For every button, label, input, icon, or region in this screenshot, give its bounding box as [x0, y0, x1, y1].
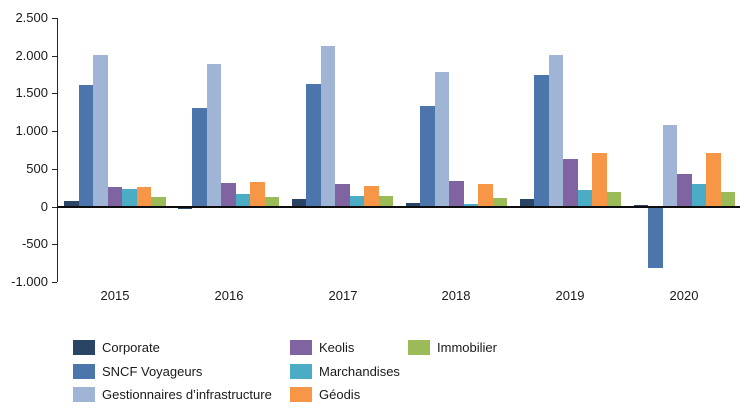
legend-label-marchandises: Marchandises: [319, 364, 400, 379]
legend-swatch-corporate: [73, 340, 95, 355]
bar-2018-geodis: [478, 184, 493, 207]
bar-2016-corporate: [178, 207, 192, 209]
bar-2019-geodis: [592, 153, 607, 207]
bar-2016-keolis: [221, 183, 236, 207]
y-axis-label: 2.500: [15, 10, 48, 25]
legend-label-corporate: Corporate: [102, 340, 160, 355]
bar-2015-immobilier: [151, 197, 166, 207]
legend-item-sncf-voyageurs: SNCF Voyageurs: [73, 364, 202, 379]
bar-2016-immobilier: [265, 197, 279, 207]
bar-2016-sncf-voyageurs: [192, 108, 207, 207]
legend-item-geodis: Géodis: [290, 387, 360, 402]
bar-2017-marchandises: [350, 196, 364, 207]
y-tick: [52, 282, 57, 283]
legend-label-immobilier: Immobilier: [437, 340, 497, 355]
bar-2017-corporate: [292, 199, 306, 207]
legend-swatch-marchandises: [290, 364, 312, 379]
bar-2017-sncf-voyageurs: [306, 84, 321, 207]
x-axis-label-2020: 2020: [669, 288, 699, 303]
bar-2016-gestionnaires-d-infrastructure: [207, 64, 221, 207]
legend-swatch-keolis: [290, 340, 312, 355]
y-axis-label: -500: [21, 236, 48, 251]
y-tick: [52, 207, 57, 208]
y-tick: [52, 93, 57, 94]
x-axis-label-2017: 2017: [328, 288, 358, 303]
y-tick: [52, 131, 57, 132]
x-axis-label-2018: 2018: [441, 288, 471, 303]
y-tick: [52, 169, 57, 170]
bar-2017-immobilier: [379, 196, 393, 207]
bar-2019-marchandises: [578, 190, 592, 207]
y-axis-label: 1.000: [15, 123, 48, 138]
bar-2016-marchandises: [236, 194, 250, 207]
bar-2015-keolis: [108, 187, 122, 207]
legend-item-corporate: Corporate: [73, 340, 160, 355]
bar-2017-gestionnaires-d-infrastructure: [321, 46, 335, 207]
legend-item-immobilier: Immobilier: [408, 340, 497, 355]
bar-2020-keolis: [677, 174, 692, 207]
legend-label-geodis: Géodis: [319, 387, 361, 402]
bar-2019-corporate: [520, 199, 534, 207]
legend-item-keolis: Keolis: [290, 340, 354, 355]
bar-2017-keolis: [335, 184, 350, 207]
bar-2020-gestionnaires-d-infrastructure: [663, 125, 677, 207]
bar-2019-gestionnaires-d-infrastructure: [549, 55, 563, 207]
legend-swatch-sncf-voyageurs: [73, 364, 95, 379]
bar-2015-geodis: [137, 187, 151, 207]
bar-2020-geodis: [706, 153, 721, 207]
legend-label-keolis: Keolis: [319, 340, 355, 355]
x-axis-label-2016: 2016: [214, 288, 244, 303]
legend-label-sncf-voyageurs: SNCF Voyageurs: [102, 364, 203, 379]
x-axis-label-2015: 2015: [100, 288, 130, 303]
legend-swatch-geodis: [290, 387, 312, 402]
bar-2020-immobilier: [721, 192, 735, 207]
bar-2015-corporate: [64, 201, 79, 207]
bar-2019-sncf-voyageurs: [534, 75, 549, 207]
bar-2018-sncf-voyageurs: [420, 106, 435, 207]
bar-2020-marchandises: [692, 184, 706, 207]
bar-2018-keolis: [449, 181, 464, 207]
y-axis-line: [57, 18, 58, 282]
x-axis-line: [57, 206, 740, 208]
bar-2018-gestionnaires-d-infrastructure: [435, 72, 449, 207]
legend-item-marchandises: Marchandises: [290, 364, 400, 379]
legend-swatch-immobilier: [408, 340, 430, 355]
y-tick: [52, 18, 57, 19]
y-axis-label: 1.500: [15, 85, 48, 100]
y-tick: [52, 244, 57, 245]
y-axis-label: 500: [26, 161, 48, 176]
x-axis-label-2019: 2019: [555, 288, 585, 303]
y-axis-label: -1.000: [11, 274, 48, 289]
bar-2018-marchandises: [464, 204, 478, 207]
y-axis-label: 0: [40, 199, 48, 214]
y-tick: [52, 56, 57, 57]
y-axis-label: 2.000: [15, 48, 48, 63]
bar-2019-keolis: [563, 159, 578, 207]
legend-item-gestionnaires-d-infrastructure: Gestionnaires d’infrastructure: [73, 387, 272, 402]
bar-2015-marchandises: [122, 189, 137, 207]
legend-swatch-gestionnaires-d-infrastructure: [73, 387, 95, 402]
bar-2016-geodis: [250, 182, 265, 207]
legend-label-gestionnaires-d-infrastructure: Gestionnaires d’infrastructure: [102, 387, 272, 402]
bar-2015-gestionnaires-d-infrastructure: [93, 55, 108, 207]
bar-2020-sncf-voyageurs: [648, 207, 663, 268]
bar-2015-sncf-voyageurs: [79, 85, 93, 207]
bar-2017-geodis: [364, 186, 379, 207]
bar-2018-corporate: [406, 203, 420, 207]
bar-2018-immobilier: [493, 198, 507, 207]
bar-2019-immobilier: [607, 192, 621, 207]
